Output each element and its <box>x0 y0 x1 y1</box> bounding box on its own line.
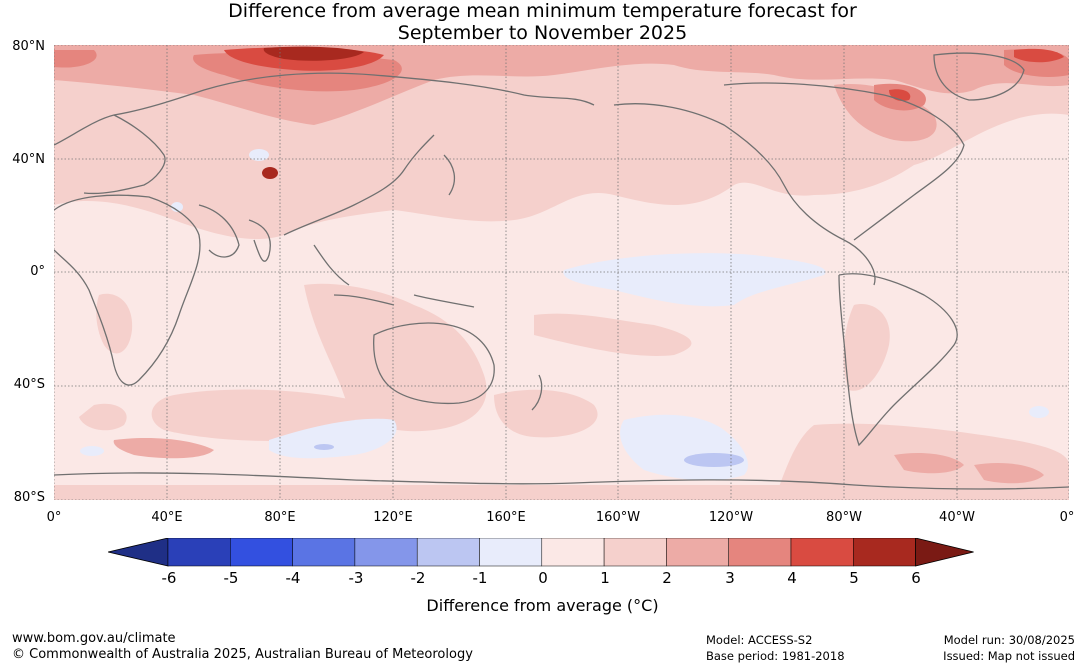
title-line-2: September to November 2025 <box>397 22 688 44</box>
coastlines <box>54 52 1069 490</box>
issued-text: Issued: Map not issued <box>943 649 1075 663</box>
footer-model-info: Model: ACCESS-S2 Base period: 1981-2018 <box>706 632 845 664</box>
colorbar-extend-high <box>915 537 974 567</box>
lon-tick-120e: 120°E <box>373 510 413 525</box>
colorbar-cell <box>603 537 667 567</box>
colorbar-cell <box>479 537 543 567</box>
lon-tick-80e: 80°E <box>264 510 296 525</box>
cb-tick-neg6: -6 <box>161 569 177 587</box>
lon-tick-0-left: 0° <box>46 510 62 525</box>
colorbar-cell <box>416 537 480 567</box>
footer-left: www.bom.gov.au/climate © Commonwealth of… <box>12 631 473 663</box>
forecast-map[interactable] <box>54 45 1069 500</box>
cb-tick-4: 4 <box>787 569 797 587</box>
colorbar-cell <box>853 537 916 567</box>
website-link[interactable]: www.bom.gov.au/climate <box>12 631 176 646</box>
map-canvas <box>54 45 1069 500</box>
lat-tick-40s: 40°S <box>13 377 45 392</box>
map-title: Difference from average mean minimum tem… <box>0 0 1085 44</box>
model-text: Model: ACCESS-S2 <box>706 633 813 647</box>
footer-run-info: Model run: 30/08/2025 Issued: Map not is… <box>943 632 1075 664</box>
cb-tick-1: 1 <box>600 569 610 587</box>
lat-tick-40n: 40°N <box>12 152 45 167</box>
title-line-1: Difference from average mean minimum tem… <box>228 0 857 22</box>
lon-tick-40w: 40°W <box>939 510 975 525</box>
lon-tick-80w: 80°W <box>826 510 862 525</box>
cb-tick-0: 0 <box>538 569 548 587</box>
colorbar-cell <box>666 537 729 567</box>
cb-tick-3: 3 <box>725 569 735 587</box>
gridlines <box>54 45 1069 500</box>
colorbar-label: Difference from average (°C) <box>426 596 659 615</box>
lon-tick-40e: 40°E <box>151 510 183 525</box>
base-period-text: Base period: 1981-2018 <box>706 649 845 663</box>
colorbar-cell <box>292 537 356 567</box>
cb-tick-5: 5 <box>849 569 859 587</box>
lat-tick-0: 0° <box>30 264 45 279</box>
colorbar-cell <box>230 537 293 567</box>
colorbar-cell <box>728 537 792 567</box>
model-run-text: Model run: 30/08/2025 <box>943 633 1075 647</box>
lon-tick-160e: 160°E <box>486 510 526 525</box>
colorbar-cell <box>167 537 231 567</box>
anomaly-zone-neg2-neg1 <box>314 444 744 467</box>
colorbar-cell <box>354 537 418 567</box>
cb-tick-2: 2 <box>662 569 672 587</box>
colorbar-cell <box>541 537 605 567</box>
lon-tick-0-right: 0° <box>1059 510 1075 525</box>
lat-tick-80n: 80°N <box>12 39 45 54</box>
cb-tick-6: 6 <box>911 569 921 587</box>
cb-tick-neg1: -1 <box>472 569 488 587</box>
lat-tick-80s: 80°S <box>13 490 45 505</box>
colorbar-svg <box>107 537 974 567</box>
colorbar-cell <box>790 537 854 567</box>
cb-tick-neg4: -4 <box>285 569 301 587</box>
anomaly-zone-5-6 <box>262 46 364 179</box>
lon-tick-120w: 120°W <box>708 510 754 525</box>
colorbar <box>107 537 978 568</box>
lon-tick-160w: 160°W <box>595 510 641 525</box>
cb-tick-neg2: -2 <box>410 569 426 587</box>
colorbar-extend-low <box>107 537 169 567</box>
cb-tick-neg5: -5 <box>223 569 239 587</box>
copyright-text: © Commonwealth of Australia 2025, Austra… <box>12 647 473 662</box>
cb-tick-neg3: -3 <box>348 569 364 587</box>
